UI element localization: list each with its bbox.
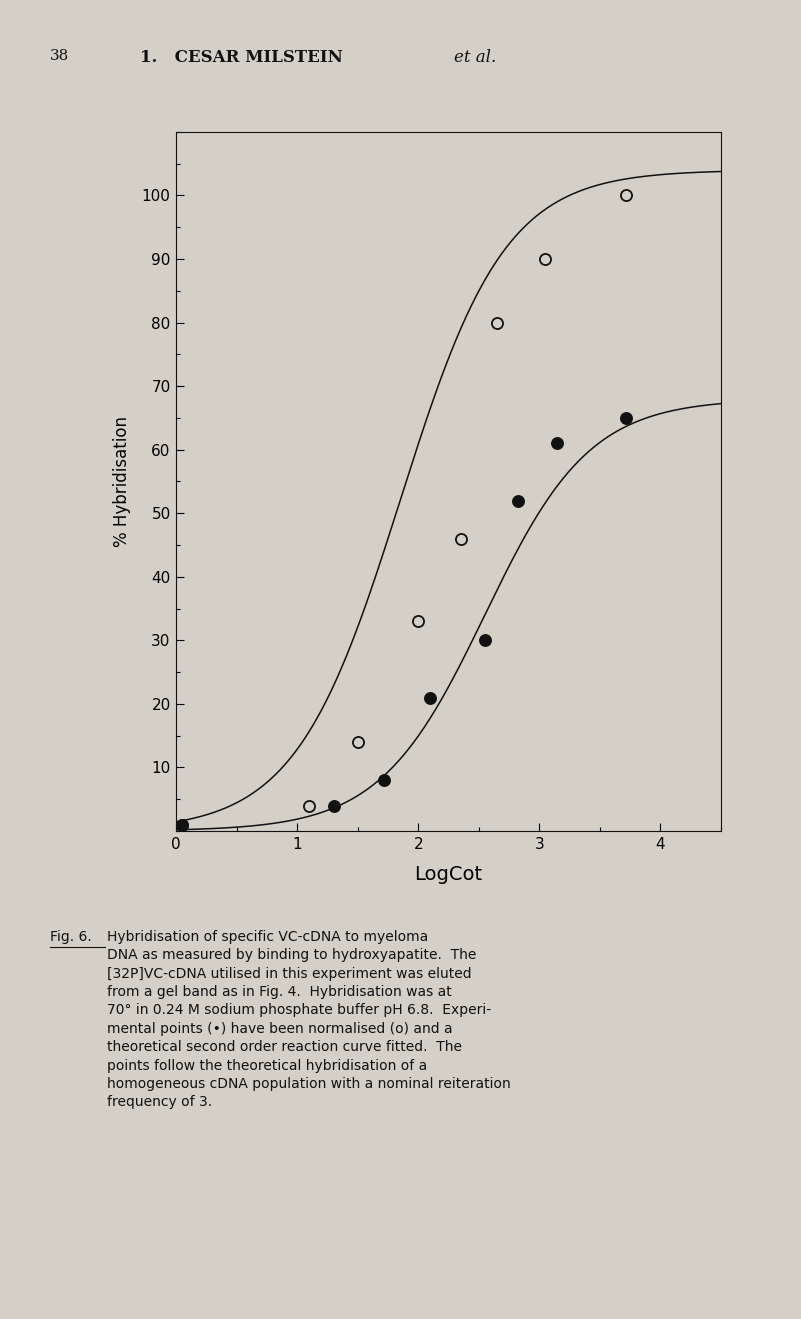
Text: 1.   CESAR MILSTEIN: 1. CESAR MILSTEIN — [140, 49, 348, 66]
Text: et al.: et al. — [454, 49, 497, 66]
Text: Fig. 6.: Fig. 6. — [50, 930, 91, 944]
Y-axis label: % Hybridisation: % Hybridisation — [113, 415, 131, 547]
X-axis label: LogCot: LogCot — [414, 865, 483, 885]
Text: 38: 38 — [50, 49, 69, 63]
Text: Hybridisation of specific VC-cDNA to myeloma
DNA as measured by binding to hydro: Hybridisation of specific VC-cDNA to mye… — [107, 930, 510, 1109]
